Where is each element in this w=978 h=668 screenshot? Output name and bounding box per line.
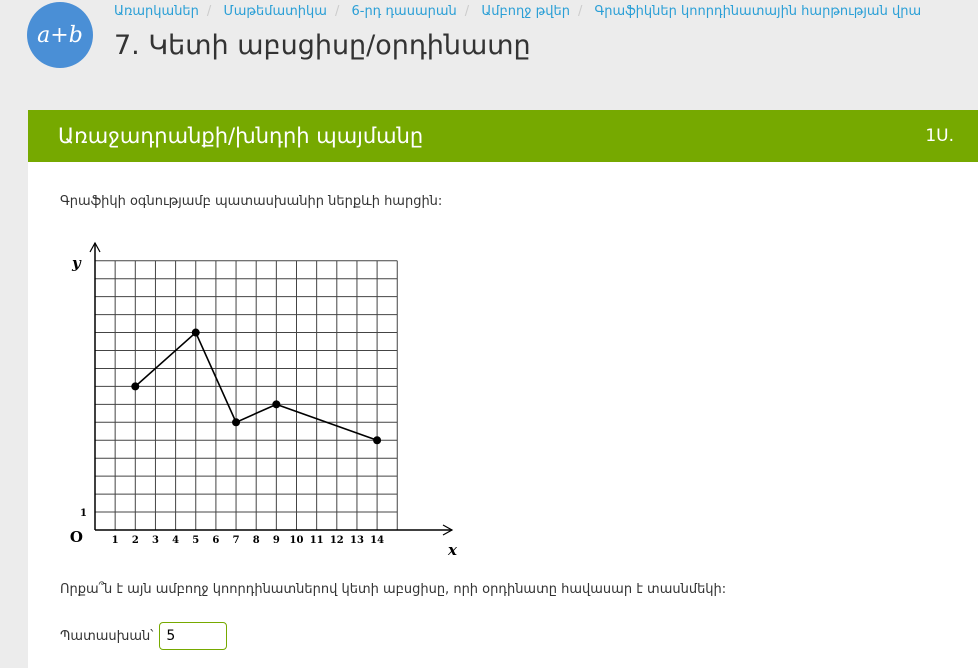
answer-input[interactable] [159, 622, 228, 650]
x-axis-arrow [442, 524, 454, 536]
breadcrumb-math[interactable]: Մաթեմատիկա [223, 4, 327, 19]
task-card: Առաջադրանքի/խնդրի պայմանը 1Ս. Գրաֆիկի օգ… [28, 110, 978, 668]
answer-row: Պատասխան՝ [60, 622, 228, 650]
x-tick-label: 14 [370, 535, 384, 546]
x-tick-label: 13 [350, 535, 364, 546]
y-tick-label: 1 [80, 508, 87, 519]
logo[interactable]: a+b [27, 2, 93, 68]
breadcrumb-separator: / [206, 4, 212, 19]
x-tick-label: 8 [253, 535, 260, 546]
page-title: 7. Կետի աբսցիսը/օրդինատը [114, 30, 531, 61]
x-tick-label: 11 [310, 535, 324, 546]
x-tick-label: 1 [112, 535, 119, 546]
card-header: Առաջադրանքի/խնդրի պայմանը 1Ս. [28, 110, 978, 162]
question-intro: Գրաֆիկի օգնությամբ պատասխանիր ներքևի հար… [60, 194, 443, 209]
answer-label: Պատասխան՝ [60, 628, 154, 644]
breadcrumb-integers[interactable]: Ամբողջ թվեր [481, 4, 570, 19]
breadcrumb-separator: / [577, 4, 583, 19]
x-tick-label: 9 [273, 535, 280, 546]
y-axis-label: y [71, 254, 82, 272]
breadcrumb: Առարկաներ / Մաթեմատիկա / 6-րդ դասարան / Ամբ… [114, 4, 921, 19]
breadcrumb-grade[interactable]: 6-րդ դասարան [351, 4, 457, 19]
logo-text: a+b [37, 22, 83, 48]
origin-label: O [70, 528, 83, 546]
data-point [232, 418, 241, 427]
x-tick-label: 3 [152, 535, 159, 546]
x-tick-label: 5 [192, 535, 199, 546]
breadcrumb-graphs[interactable]: Գրաֆիկներ կոորդինատային հարթության վրա [594, 4, 922, 19]
data-point [272, 400, 281, 409]
y-axis-arrow [89, 241, 101, 253]
card-header-title: Առաջադրանքի/խնդրի պայմանը [58, 124, 424, 148]
breadcrumb-separator: / [334, 4, 340, 19]
breadcrumb-separator: / [464, 4, 470, 19]
x-tick-label: 2 [132, 535, 139, 546]
points-badge: 1Ս. [925, 126, 954, 146]
data-point [131, 382, 140, 391]
x-tick-label: 4 [172, 535, 179, 546]
breadcrumb-subjects[interactable]: Առարկաներ [114, 4, 199, 19]
data-point [373, 436, 382, 445]
x-tick-label: 6 [212, 535, 219, 546]
x-tick-label: 10 [290, 535, 304, 546]
x-tick-label: 12 [330, 535, 344, 546]
x-tick-label: 7 [233, 535, 240, 546]
x-axis-label: x [447, 541, 458, 559]
question-text: Որքա՞ն է այն ամբողջ կոորդինատներով կետի … [60, 582, 727, 597]
data-point [191, 328, 200, 337]
